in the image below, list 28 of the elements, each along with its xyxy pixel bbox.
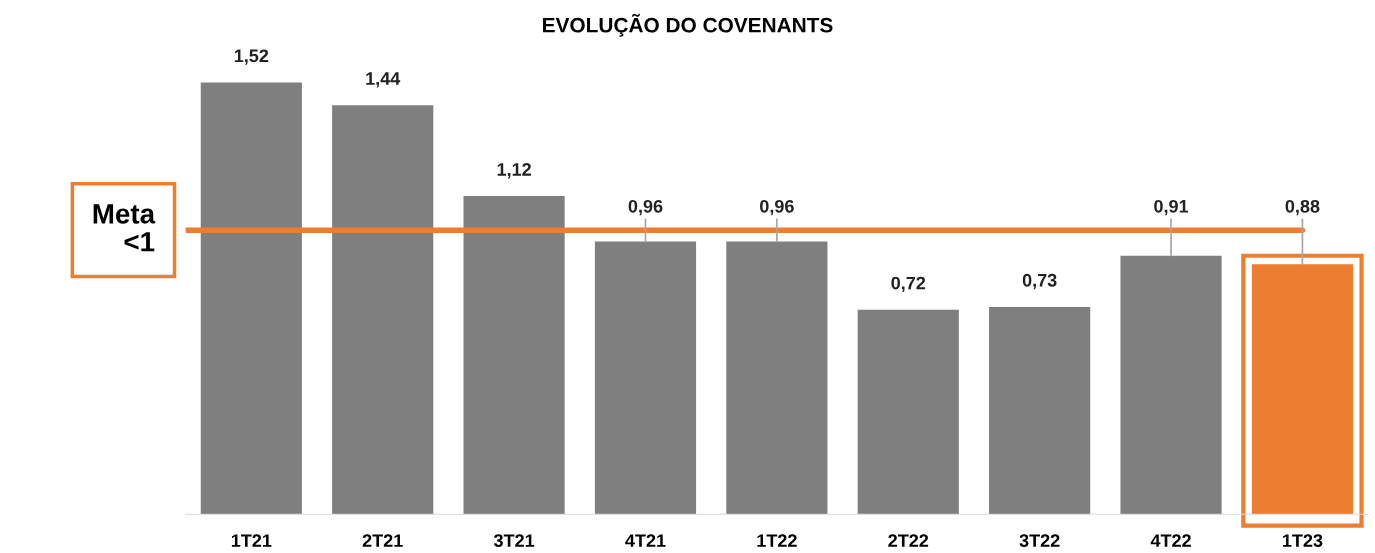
x-tick-label: 1T21 [231, 534, 272, 547]
data-label: 1,44 [366, 72, 401, 88]
chart-title: EVOLUÇÃO DO COVENANTS [543, 13, 833, 37]
data-label: 0,72 [891, 276, 926, 293]
x-tick-label: 4T21 [625, 534, 666, 547]
bar [594, 241, 697, 515]
x-tick-label: 2T21 [362, 534, 403, 547]
bar [1120, 255, 1222, 515]
x-tick-label: 2T22 [888, 534, 929, 547]
data-label: 1,52 [234, 49, 269, 65]
x-tick-label: 1T22 [757, 534, 797, 547]
x-tick-label: 3T21 [493, 534, 535, 548]
data-label: 0,96 [760, 199, 794, 216]
x-tick-label: 1T23 [1282, 534, 1323, 548]
data-label: 0,88 [1285, 199, 1320, 216]
bar [463, 196, 565, 515]
data-label: 0,96 [628, 199, 663, 216]
data-label: 0,73 [1022, 273, 1057, 290]
bar [332, 105, 434, 515]
x-tick-label: 3T22 [1019, 534, 1060, 548]
x-tick-label: 4T22 [1150, 534, 1191, 547]
bar [989, 306, 1091, 515]
bar [200, 82, 302, 515]
ref-line-label: Meta <1 [93, 204, 156, 252]
bar [726, 241, 828, 515]
bar [857, 309, 959, 515]
data-label: 0,91 [1154, 199, 1189, 216]
data-label: 1,12 [497, 163, 531, 179]
